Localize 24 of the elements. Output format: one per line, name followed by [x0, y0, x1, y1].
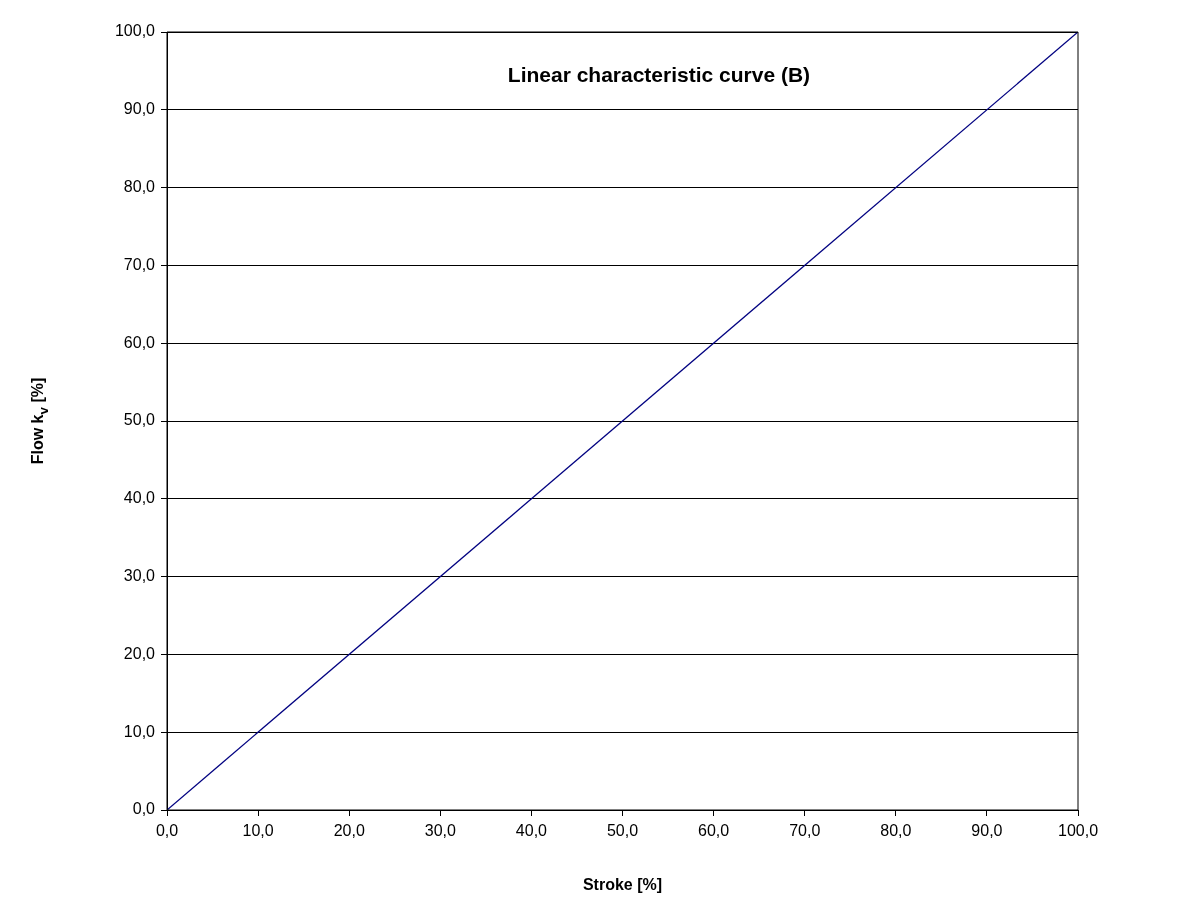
x-tick-label: 50,0 [606, 822, 639, 840]
x-tick-label: 10,0 [242, 822, 274, 840]
y-tick-label: 50,0 [123, 411, 156, 429]
y-tick-label: 40,0 [123, 489, 156, 507]
y-tick-label: 90,0 [123, 100, 156, 118]
x-tick-label: 40,0 [515, 822, 548, 840]
y-tick-label: 0,0 [132, 800, 156, 818]
x-axis-title: Stroke [%] [582, 875, 663, 893]
x-tick-label: 100,0 [1057, 822, 1099, 840]
y-tick-label: 30,0 [123, 567, 156, 585]
y-tick-label: 100,0 [114, 22, 156, 40]
x-tick-label: 20,0 [333, 822, 365, 840]
x-tick-label: 30,0 [424, 822, 456, 840]
y-tick-label: 70,0 [123, 255, 156, 273]
y-tick-label: 20,0 [123, 644, 156, 662]
x-tick-label: 90,0 [971, 822, 1003, 840]
text: Linear characteristic curve (B) [507, 62, 811, 86]
y-tick-label: 80,0 [123, 178, 156, 196]
x-tick-label: 0,0 [155, 822, 179, 840]
x-tick-label: 80,0 [880, 822, 912, 840]
x-tick-label: 70,0 [789, 822, 821, 840]
x-tick-label: 60,0 [698, 822, 730, 840]
y-tick-label: 60,0 [123, 333, 156, 351]
y-tick-label: 10,0 [123, 722, 156, 740]
